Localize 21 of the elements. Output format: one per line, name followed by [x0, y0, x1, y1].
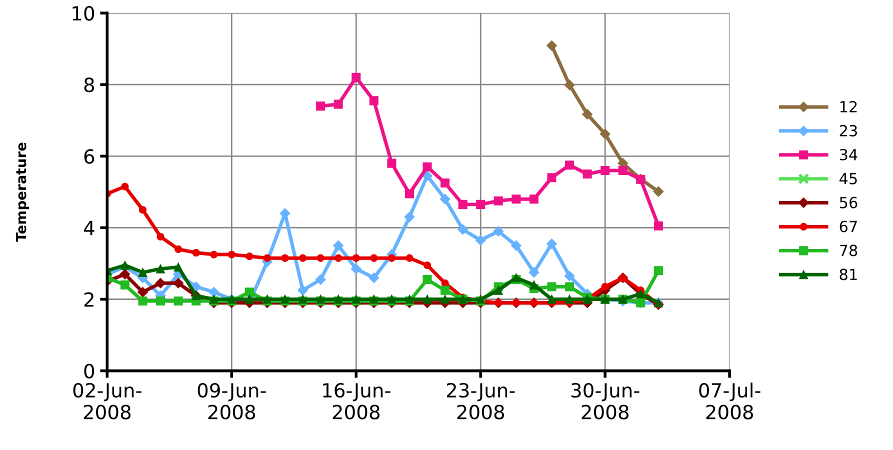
y-tick-label: 8	[84, 78, 94, 92]
legend-label: 67	[840, 220, 857, 232]
x-tick-label: 02-Jun- 2008	[73, 382, 142, 420]
legend-label: 34	[840, 148, 858, 160]
legend-label: 81	[840, 268, 857, 280]
y-axis-title: Temperature	[16, 142, 29, 242]
x-tick-label: 07-Jul- 2008	[699, 382, 760, 420]
x-tick-label: 09-Jun- 2008	[198, 382, 266, 420]
legend-label: 12	[840, 100, 857, 112]
legend-label: 56	[840, 196, 858, 208]
legend-label: 23	[840, 124, 857, 136]
y-tick-label: 10	[72, 6, 94, 21]
x-tick-label: 30-Jun- 2008	[571, 382, 640, 420]
y-tick-label: 2	[84, 292, 94, 307]
y-tick-label: 4	[84, 220, 94, 236]
x-tick-label: 23-Jun- 2008	[446, 382, 515, 420]
y-tick-label: 0	[84, 364, 94, 378]
legend-label: 78	[840, 244, 858, 256]
y-tick-label: 6	[84, 149, 94, 164]
x-tick-label: 16-Jun- 2008	[323, 382, 390, 420]
legend-label: 45	[839, 173, 857, 184]
